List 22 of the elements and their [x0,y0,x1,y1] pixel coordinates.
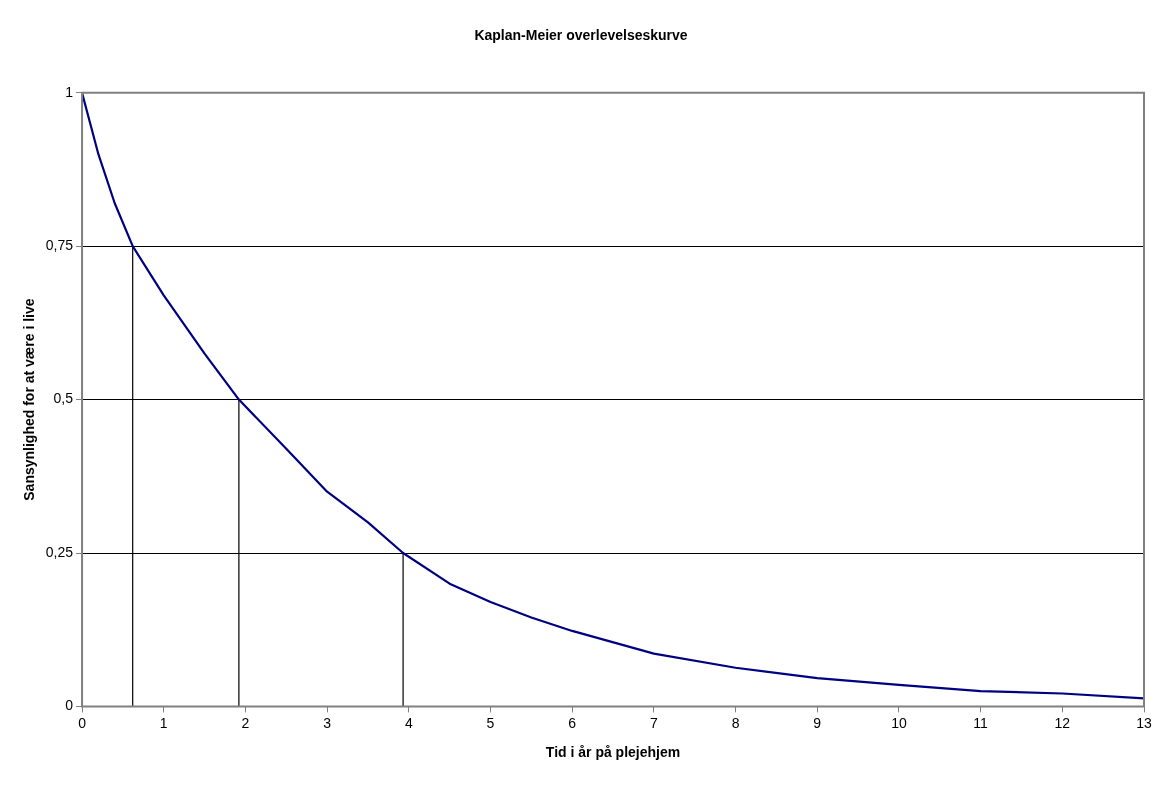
y-tick-label: 0,5 [53,390,74,407]
x-tick-label: 3 [323,714,332,731]
x-tick-label: 9 [813,714,822,731]
x-tick-label: 10 [891,714,907,731]
y-tick-label: 0,75 [45,237,74,254]
x-tick-label: 8 [731,714,740,731]
y-tick-label: 0,25 [45,543,74,560]
x-tick-label: 5 [486,714,495,731]
x-tick-label: 6 [568,714,577,731]
y-tick-label: 0 [65,697,74,714]
x-tick-label: 1 [159,714,168,731]
x-tick-label: 4 [404,714,413,731]
y-axis-title: Sansynlighed for at være i live [21,298,38,501]
x-tick-label: 0 [78,714,87,731]
x-tick-label: 2 [241,714,250,731]
x-axis-title: Tid i år på plejehjem [545,744,681,761]
chart-title: Kaplan-Meier overlevelseskurve [474,27,688,44]
x-tick-label: 13 [1136,714,1152,731]
x-tick-label: 11 [973,714,989,731]
x-tick-label: 7 [649,714,658,731]
y-tick-label: 1 [65,83,74,100]
x-tick-label: 12 [1054,714,1071,731]
